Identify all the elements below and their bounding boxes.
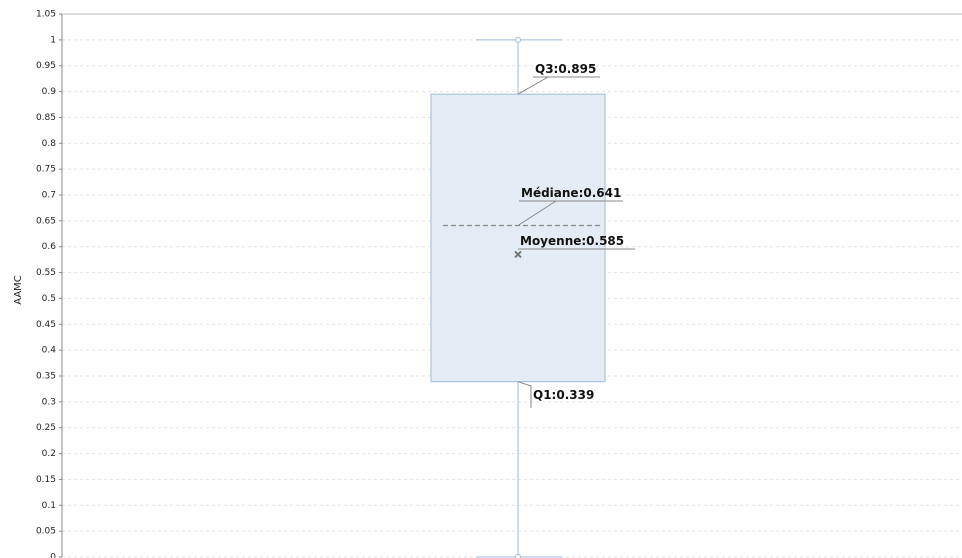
- annotation-label: Q3:0.895: [535, 62, 596, 76]
- y-tick-label: 1: [50, 35, 56, 45]
- y-tick-label: 0: [50, 553, 56, 558]
- y-tick-label: 0.85: [36, 113, 56, 123]
- y-tick-label: 0.05: [36, 527, 56, 537]
- annotation-leader: [517, 76, 600, 95]
- y-axis-label: AAMC: [13, 275, 24, 305]
- annotation-leader: [517, 381, 532, 408]
- y-tick-label: 0.8: [42, 139, 57, 149]
- y-tick-label: 0.55: [36, 268, 56, 278]
- y-tick-label: 0.95: [36, 61, 56, 71]
- y-tick-label: 0.1: [42, 501, 56, 511]
- y-tick-label: 0.15: [36, 475, 56, 485]
- y-tick-label: 0.65: [36, 216, 56, 226]
- y-tick-label: 0.7: [42, 191, 56, 201]
- y-tick-label: 1.05: [36, 10, 56, 20]
- y-tick-label: 0.25: [36, 423, 56, 433]
- y-tick-label: 0.3: [42, 397, 56, 407]
- min-marker: [515, 554, 521, 558]
- y-tick-label: 0.6: [42, 242, 57, 252]
- y-tick-label: 0.9: [42, 87, 57, 97]
- y-tick-label: 0.35: [36, 372, 56, 382]
- annotation-label: Médiane:0.641: [521, 186, 621, 200]
- annotation-label: Q1:0.339: [533, 388, 594, 402]
- annotation-label: Moyenne:0.585: [520, 234, 624, 248]
- box: [430, 93, 606, 383]
- y-tick-label: 0.45: [36, 320, 56, 330]
- annotation-leader: [517, 200, 623, 226]
- y-tick-label: 0.75: [36, 165, 56, 175]
- y-tick-label: 0.5: [42, 294, 56, 304]
- mean-marker: [514, 250, 522, 259]
- max-marker: [515, 36, 521, 43]
- y-tick-label: 0.2: [42, 449, 56, 459]
- y-tick-label: 0.4: [42, 346, 57, 356]
